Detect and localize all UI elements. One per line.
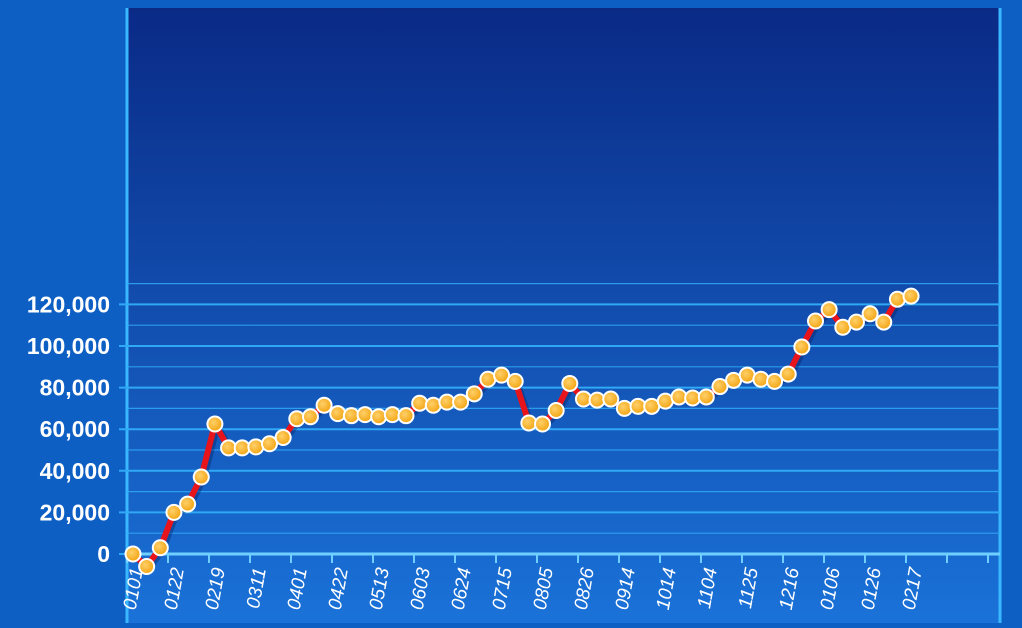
data-point: [547, 401, 565, 419]
data-point: [301, 408, 319, 426]
data-point: [124, 545, 142, 563]
data-point: [274, 429, 292, 447]
grid: [119, 283, 1000, 556]
data-point: [411, 394, 429, 412]
data-point: [261, 435, 278, 453]
data-point: [697, 388, 715, 406]
data-point: [561, 374, 579, 392]
data-point: [138, 557, 156, 575]
data-point: [179, 495, 197, 513]
data-point: [288, 410, 306, 428]
data-point: [165, 503, 183, 521]
series: [124, 287, 920, 575]
data-point: [875, 313, 893, 331]
data-point: [793, 338, 811, 356]
y-tick-label: 120,000: [27, 291, 110, 317]
data-point: [534, 415, 551, 433]
data-point: [615, 399, 633, 417]
data-point: [506, 372, 524, 390]
data-point: [602, 390, 620, 408]
data-point: [902, 287, 920, 305]
data-point: [397, 407, 415, 425]
y-tick-label: 0: [97, 541, 110, 567]
data-point: [888, 290, 906, 308]
data-point: [424, 396, 442, 414]
data-point: [820, 301, 838, 319]
data-point: [711, 378, 729, 396]
data-point: [779, 365, 797, 383]
data-point: [465, 385, 483, 403]
data-point: [329, 405, 347, 423]
data-point: [192, 468, 210, 486]
y-axis: 0 20,000 40,000 60,000 80,000 100,000 120,000: [27, 291, 110, 567]
data-point: [315, 396, 333, 414]
y-tick-label: 80,000: [40, 375, 110, 401]
data-point: [356, 406, 374, 424]
data-point: [452, 393, 470, 411]
data-point: [807, 312, 824, 330]
y-tick-label: 20,000: [40, 499, 110, 525]
data-point: [247, 438, 265, 456]
data-point: [861, 305, 879, 323]
data-point: [151, 539, 169, 557]
y-tick-label: 60,000: [40, 416, 110, 442]
data-point: [766, 372, 784, 390]
y-tick-label: 100,000: [27, 333, 110, 359]
data-point: [752, 370, 770, 388]
data-point: [493, 366, 511, 384]
data-point: [847, 313, 865, 331]
data-point: [370, 408, 388, 426]
y-tick-label: 40,000: [40, 458, 110, 484]
data-point: [206, 415, 224, 433]
